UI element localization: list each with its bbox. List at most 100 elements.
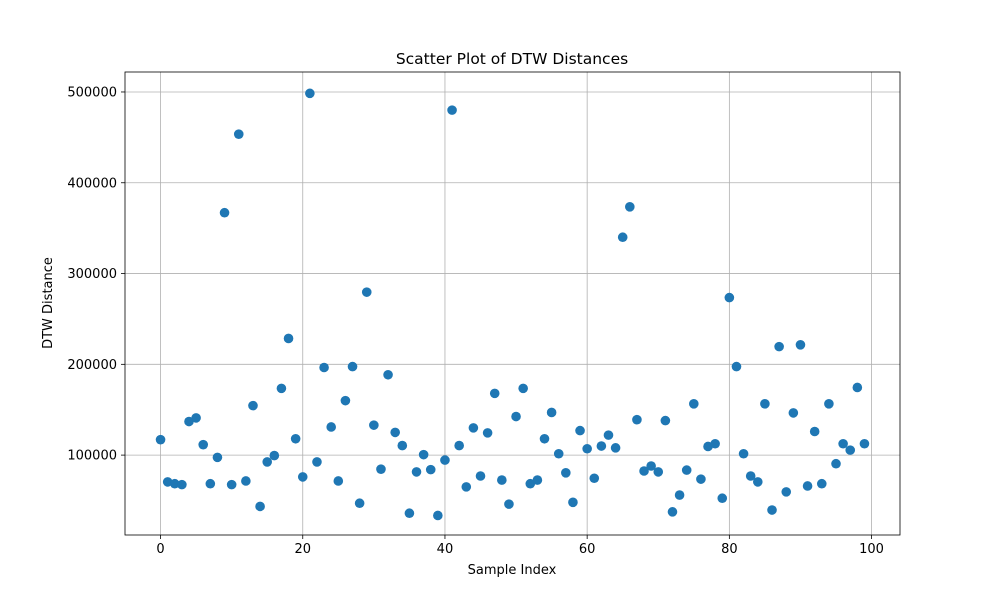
scatter-point: [205, 478, 216, 489]
scatter-point: [198, 439, 209, 450]
scatter-point: [255, 501, 265, 512]
scatter-point: [305, 88, 315, 99]
scatter-point: [511, 411, 521, 422]
scatter-point: [667, 507, 678, 517]
scatter-point: [354, 498, 365, 509]
axis-ticks: 0 20 40 60 80 100 100000 200000 300000 400000 5000…: [67, 85, 884, 557]
scatter-point: [816, 478, 827, 489]
scatter-point: [283, 333, 294, 344]
chart-title: Scatter Plot of DTW Distances: [396, 50, 628, 68]
scatter-point: [553, 448, 564, 459]
scatter-point: [297, 472, 308, 482]
scatter-point: [418, 449, 429, 460]
scatter-point: [824, 399, 834, 409]
scatter-point: [440, 455, 450, 465]
x-tick-label: 80: [721, 542, 738, 557]
scatter-point: [752, 477, 763, 487]
scatter-point: [383, 369, 393, 380]
scatter-point: [219, 207, 230, 218]
scatter-points: [155, 88, 870, 521]
scatter-point: [852, 382, 863, 393]
scatter-point: [731, 361, 742, 372]
x-tick-label: 0: [156, 542, 164, 557]
scatter-point: [347, 361, 358, 372]
scatter-point: [376, 464, 386, 474]
scatter-point: [212, 452, 223, 463]
scatter-point: [518, 383, 528, 394]
scatter-point: [681, 465, 692, 475]
scatter-point: [617, 232, 628, 243]
scatter-point: [226, 479, 237, 490]
scatter-point: [369, 420, 379, 430]
scatter-point: [312, 457, 322, 467]
scatter-point: [660, 415, 671, 426]
scatter-point: [525, 478, 536, 489]
scatter-point: [809, 426, 820, 437]
scatter-point: [838, 438, 848, 449]
y-tick-label: 200000: [67, 358, 117, 373]
scatter-point: [340, 395, 351, 406]
scatter-point: [546, 407, 557, 418]
scatter-point: [468, 423, 479, 433]
scatter-point: [596, 441, 607, 451]
scatter-point: [454, 440, 464, 451]
scatter-point: [646, 461, 656, 471]
scatter-point: [689, 399, 699, 409]
scatter-point: [269, 450, 280, 461]
scatter-point: [582, 443, 592, 454]
scatter-point: [233, 129, 244, 139]
scatter-point: [248, 400, 258, 411]
scatter-point: [610, 443, 621, 453]
x-tick-label: 100: [859, 542, 884, 557]
scatter-point: [290, 433, 301, 444]
scatter-point: [639, 466, 649, 476]
scatter-point: [177, 479, 187, 490]
scatter-point: [482, 428, 493, 438]
y-tick-label: 300000: [67, 267, 117, 282]
scatter-point: [774, 341, 784, 352]
scatter-point: [696, 474, 706, 484]
scatter-point: [767, 505, 777, 515]
scatter-point: [625, 202, 635, 212]
scatter-point: [411, 467, 422, 477]
scatter-point: [361, 287, 372, 297]
x-axis-label: Sample Index: [468, 563, 557, 578]
scatter-point: [425, 464, 436, 475]
y-tick-label: 100000: [67, 449, 117, 464]
scatter-point: [333, 476, 344, 486]
scatter-point: [781, 487, 792, 497]
scatter-point: [475, 471, 486, 481]
scatter-point: [191, 413, 201, 423]
scatter-point: [745, 471, 756, 481]
y-axis-label: DTW Distance: [41, 257, 56, 349]
scatter-point: [760, 399, 770, 409]
scatter-point: [504, 499, 514, 509]
scatter-point: [241, 476, 251, 486]
scatter-point: [845, 445, 856, 455]
scatter-point: [319, 362, 329, 373]
scatter-point: [575, 425, 585, 436]
scatter-point: [532, 475, 543, 485]
scatter-point: [632, 414, 642, 425]
scatter-point: [497, 475, 507, 485]
scatter-point: [397, 440, 408, 451]
grid-lines: [125, 72, 900, 535]
x-tick-label: 40: [437, 542, 454, 557]
scatter-point: [859, 438, 870, 449]
scatter-point: [539, 433, 550, 444]
x-tick-label: 20: [294, 542, 311, 557]
scatter-point: [788, 408, 799, 418]
scatter-point: [262, 457, 273, 467]
scatter-point: [184, 416, 194, 427]
scatter-point: [717, 493, 728, 504]
scatter-point: [155, 434, 166, 445]
scatter-point: [461, 482, 472, 492]
scatter-point: [447, 105, 457, 115]
scatter-point: [589, 473, 600, 484]
y-tick-label: 500000: [67, 85, 117, 100]
scatter-point: [561, 468, 571, 478]
scatter-point: [724, 292, 735, 303]
scatter-point: [390, 427, 400, 438]
scatter-point: [326, 422, 336, 432]
